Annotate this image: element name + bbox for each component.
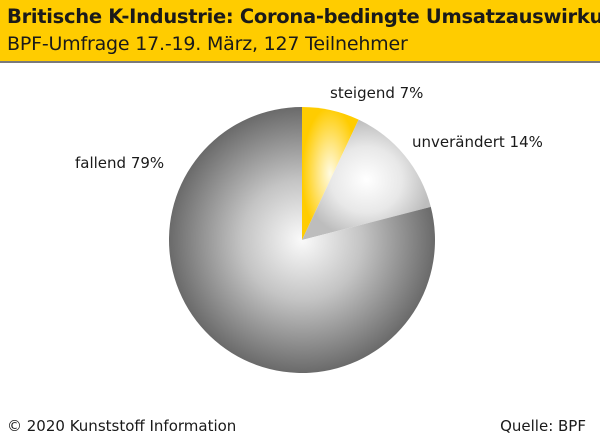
pie-slice-steigend — [302, 107, 359, 240]
pie-chart: steigend 7% unverändert 14% fallend 79% — [75, 84, 543, 373]
slice-label-steigend: steigend 7% — [330, 84, 423, 102]
source-text: Quelle: BPF — [500, 417, 586, 435]
copyright-text: © 2020 Kunststoff Information — [7, 417, 237, 435]
chart-subtitle: BPF-Umfrage 17.-19. März, 127 Teilnehmer — [7, 33, 408, 55]
pie-slice-fallend — [168, 107, 435, 373]
slice-label-fallend: fallend 79% — [75, 154, 164, 172]
chart-header: Britische K-Industrie: Corona-bedingte U… — [0, 0, 600, 63]
chart-title: Britische K-Industrie: Corona-bedingte U… — [7, 5, 600, 28]
pie-slice-unver-ndert — [302, 119, 431, 240]
slice-label-unver-ndert: unverändert 14% — [412, 133, 543, 151]
